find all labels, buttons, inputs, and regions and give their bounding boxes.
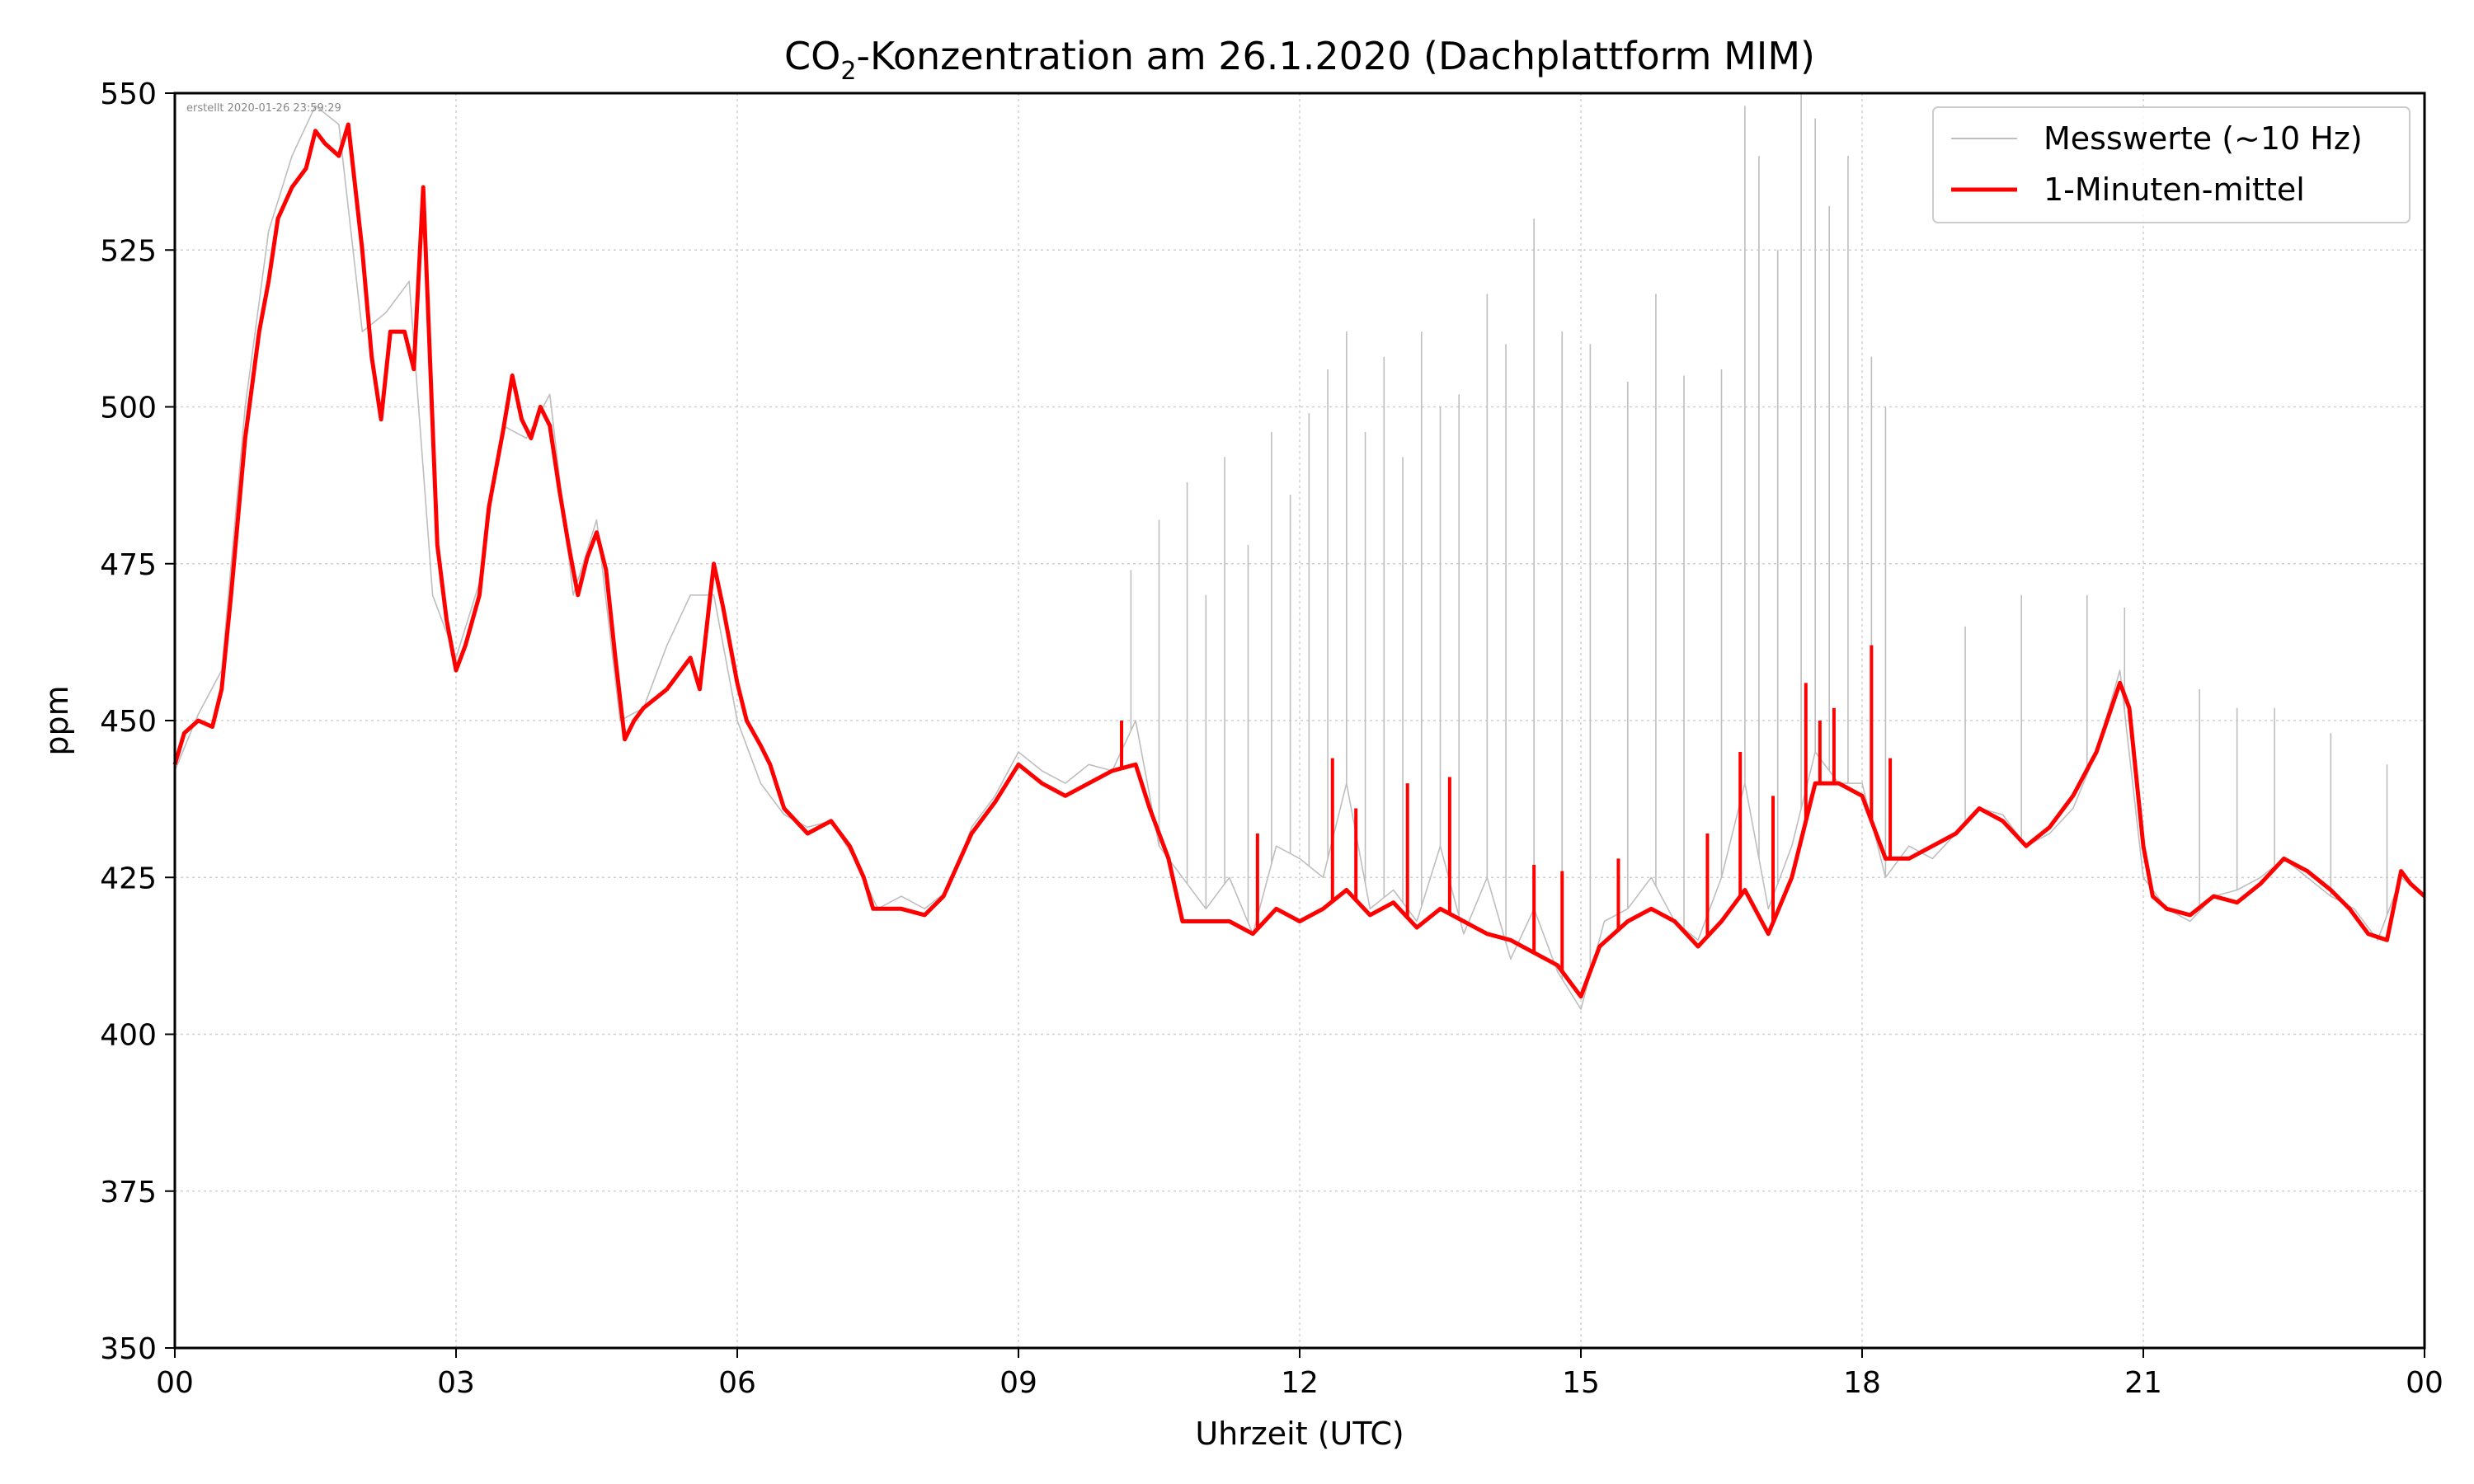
- x-tick-label: 00: [2406, 1366, 2443, 1400]
- creation-timestamp: erstellt 2020-01-26 23:59:29: [186, 102, 341, 115]
- x-tick-label: 15: [1562, 1366, 1600, 1400]
- y-axis-label: ppm: [39, 685, 75, 755]
- series-line-mittel: [172, 122, 2426, 999]
- x-tick-label: 18: [1843, 1366, 1881, 1400]
- legend-label-messwerte: Messwerte (~10 Hz): [2044, 120, 2363, 157]
- y-tick-label: 375: [100, 1176, 157, 1209]
- x-tick-label: 06: [718, 1366, 756, 1400]
- chart-title: CO2-Konzentration am 26.1.2020 (Dachplat…: [784, 34, 1815, 86]
- y-tick-label: 475: [100, 548, 157, 582]
- legend: Messwerte (~10 Hz) 1-Minuten-mittel: [1932, 106, 2411, 223]
- x-tick-label: 03: [437, 1366, 475, 1400]
- series-line-messwerte: [174, 105, 2425, 1010]
- y-tick-label: 525: [100, 234, 157, 268]
- x-tick-label: 00: [156, 1366, 194, 1400]
- y-tick-label: 350: [100, 1332, 157, 1366]
- y-tick-label: 450: [100, 705, 157, 739]
- y-tick-label: 425: [100, 862, 157, 895]
- axis-ticks: 00 03 06 09 12 15 18 21 003503754004254504755005…: [100, 77, 2443, 1400]
- y-tick-label: 400: [100, 1019, 157, 1053]
- x-tick-label: 09: [999, 1366, 1037, 1400]
- y-tick-label: 500: [100, 392, 157, 425]
- legend-label-mittel: 1-Minuten-mittel: [2044, 171, 2305, 208]
- x-tick-label: 12: [1281, 1366, 1319, 1400]
- series-layer: [172, 93, 2426, 1010]
- x-tick-label: 21: [2124, 1366, 2162, 1400]
- y-tick-label: 550: [100, 77, 157, 111]
- legend-box: [1932, 106, 2411, 223]
- x-axis-label: Uhrzeit (UTC): [1195, 1416, 1404, 1452]
